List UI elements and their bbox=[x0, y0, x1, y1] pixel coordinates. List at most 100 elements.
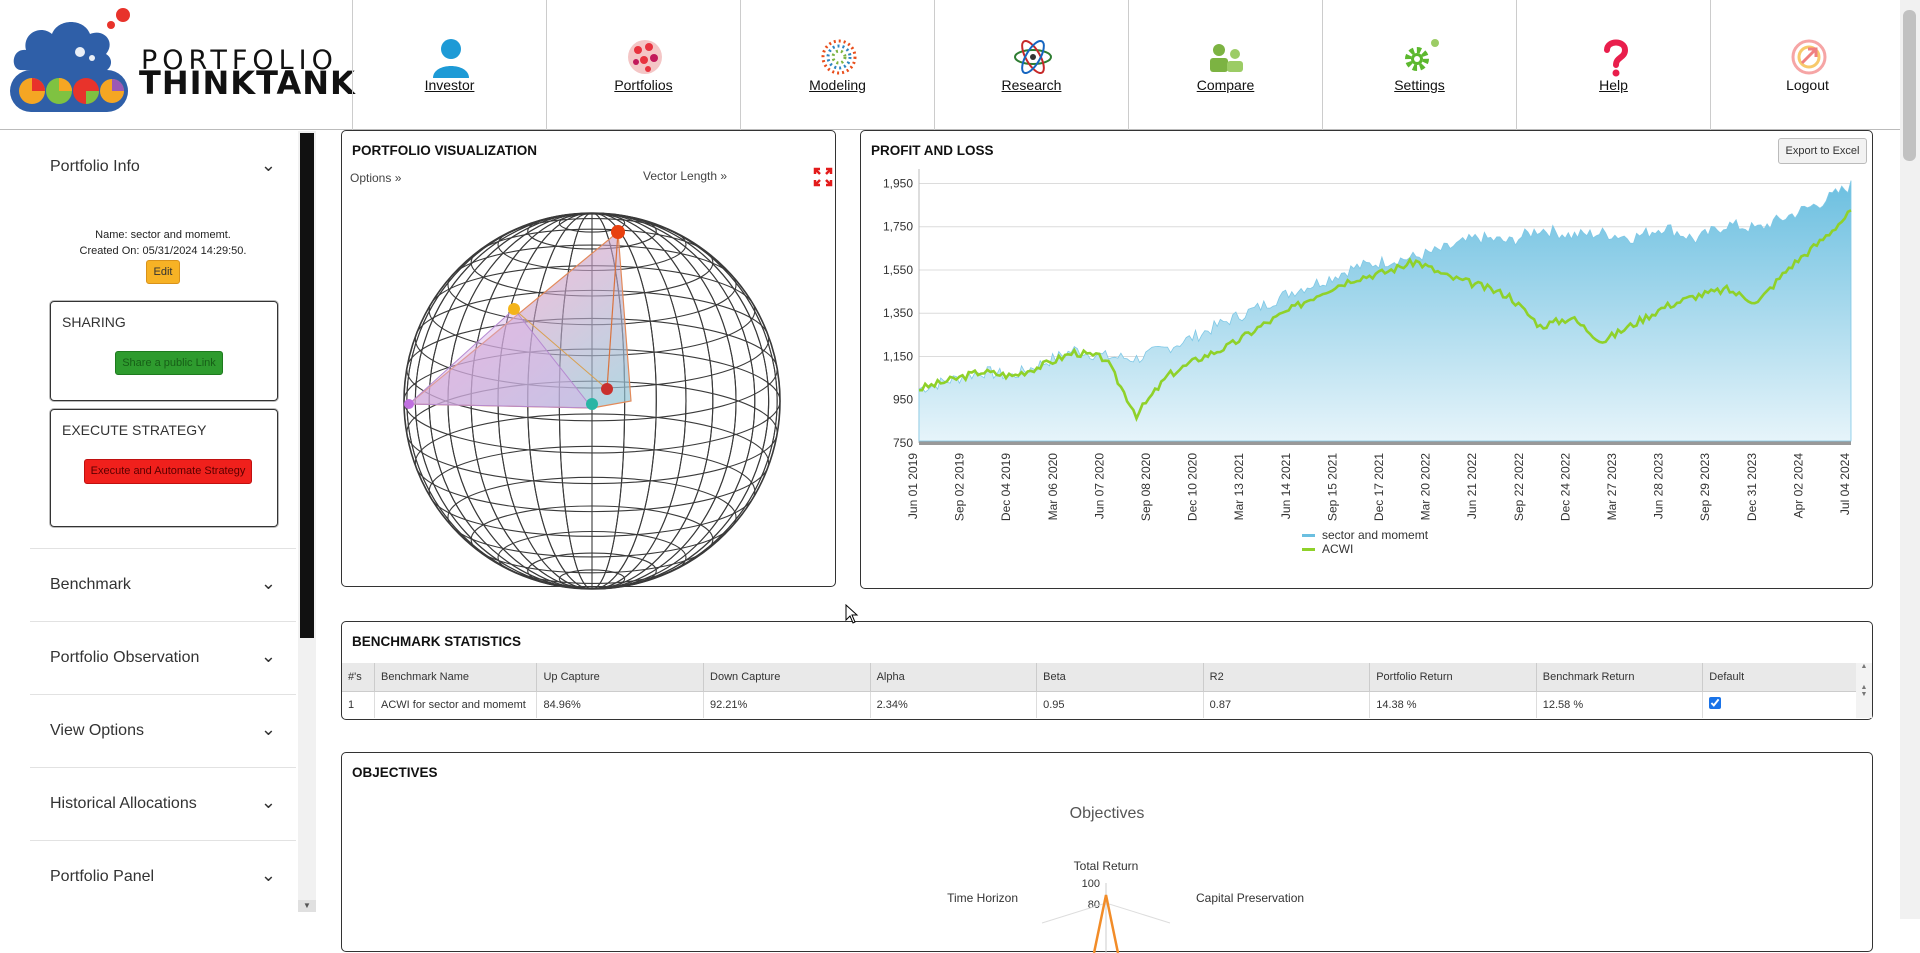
table-cell: 2.34% bbox=[870, 691, 1038, 718]
x-tick-label: Mar 13 2021 bbox=[1232, 453, 1246, 521]
y-tick-label: 1,750 bbox=[883, 220, 913, 234]
column-header[interactable]: Beta bbox=[1036, 663, 1204, 692]
axis-label-capital-preservation: Capital Preservation bbox=[1196, 891, 1304, 905]
sharing-title: SHARING bbox=[62, 314, 126, 330]
accordion-portfolio-observation[interactable]: Portfolio Observation ⌄ bbox=[30, 621, 296, 694]
nav-compare[interactable]: Compare bbox=[1128, 0, 1322, 130]
execute-strategy-button[interactable]: Execute and Automate Strategy bbox=[84, 459, 252, 484]
column-header[interactable]: Default bbox=[1702, 663, 1871, 692]
x-tick-label: Mar 06 2020 bbox=[1046, 453, 1060, 521]
x-tick-label: Dec 10 2020 bbox=[1186, 453, 1200, 521]
sidebar: Portfolio Info ⌄ Name: sector and momemt… bbox=[0, 131, 316, 919]
column-header[interactable]: Alpha bbox=[870, 663, 1038, 692]
compare-icon bbox=[1210, 44, 1243, 72]
edit-button[interactable]: Edit bbox=[146, 260, 180, 284]
nav-investor[interactable]: Investor bbox=[352, 0, 546, 130]
nav-research[interactable]: Research bbox=[934, 0, 1128, 130]
point-marker[interactable] bbox=[601, 383, 613, 395]
column-header[interactable]: Portfolio Return bbox=[1369, 663, 1537, 692]
sidebar-scroll-down-icon[interactable]: ▼ bbox=[298, 900, 316, 912]
portfolio-sphere[interactable] bbox=[402, 211, 782, 591]
brand-line-1: PORTFOLIO bbox=[141, 45, 338, 76]
x-tick-label: Dec 17 2021 bbox=[1372, 453, 1386, 521]
accordion-historical-allocations[interactable]: Historical Allocations ⌄ bbox=[30, 767, 296, 840]
table-row[interactable]: 1 ACWI for sector and momemt 84.96% 92.2… bbox=[342, 691, 1871, 718]
panel-title: PORTFOLIO VISUALIZATION bbox=[352, 143, 537, 158]
accordion-portfolio-info[interactable]: Portfolio Info ⌄ bbox=[30, 131, 296, 204]
top-header: PORTFOLIO THINKTANK Investor Portfolios … bbox=[0, 0, 1900, 130]
nav-label: Help bbox=[1599, 77, 1628, 93]
x-tick-label: Jun 01 2019 bbox=[906, 453, 920, 519]
accordion-label: View Options bbox=[50, 722, 144, 739]
legend-entry[interactable]: ACWI bbox=[1322, 542, 1353, 556]
page-scrollbar-track[interactable] bbox=[1900, 0, 1920, 919]
point-marker[interactable] bbox=[404, 399, 414, 409]
benchmark-statistics-panel: BENCHMARK STATISTICS #'s Benchmark Name … bbox=[341, 621, 1873, 720]
default-checkbox[interactable] bbox=[1709, 697, 1722, 710]
x-tick-label: Jul 04 2024 bbox=[1838, 453, 1852, 515]
column-header[interactable]: Up Capture bbox=[536, 663, 705, 692]
table-scrollbar[interactable]: ▲ ▲ ▼ bbox=[1856, 663, 1872, 718]
execute-strategy-card: EXECUTE STRATEGY Execute and Automate St… bbox=[50, 409, 278, 527]
column-header[interactable]: R2 bbox=[1203, 663, 1371, 692]
nav-label: Modeling bbox=[809, 77, 866, 93]
brand-line-2: THINKTANK bbox=[139, 64, 356, 102]
series-line-acwi[interactable] bbox=[919, 209, 1852, 422]
point-marker[interactable] bbox=[508, 303, 520, 315]
table-cell bbox=[1702, 691, 1871, 718]
column-header[interactable]: Benchmark Name bbox=[374, 663, 538, 692]
x-tick-label: Apr 02 2024 bbox=[1791, 453, 1805, 519]
logo[interactable]: PORTFOLIO THINKTANK bbox=[0, 0, 355, 130]
export-excel-button[interactable]: Export to Excel bbox=[1778, 138, 1867, 164]
nav-portfolios[interactable]: Portfolios bbox=[546, 0, 740, 130]
chevron-down-icon: ⌄ bbox=[260, 865, 276, 885]
x-tick-label: Sep 15 2021 bbox=[1325, 453, 1339, 521]
column-header[interactable]: Down Capture bbox=[703, 663, 871, 692]
accordion-portfolio-panel[interactable]: Portfolio Panel ⌄ bbox=[30, 840, 296, 913]
x-tick-label: Mar 20 2022 bbox=[1419, 453, 1433, 521]
profit-and-loss-panel: PROFIT AND LOSS Export to Excel 1,950 1,7… bbox=[860, 130, 1873, 589]
y-tick-label: 750 bbox=[893, 436, 913, 450]
series-area-portfolio[interactable] bbox=[918, 180, 1852, 442]
accordion-view-options[interactable]: View Options ⌄ bbox=[30, 694, 296, 767]
execute-title: EXECUTE STRATEGY bbox=[62, 422, 207, 438]
nav-label: Settings bbox=[1394, 77, 1445, 93]
nav-modeling[interactable]: Modeling bbox=[740, 0, 934, 130]
objectives-radar-chart: Total Return Time Horizon Capital Preser… bbox=[947, 859, 1304, 953]
nav-help[interactable]: Help bbox=[1516, 0, 1710, 130]
share-link-button[interactable]: Share a public Link bbox=[115, 351, 223, 375]
nav-logout[interactable]: Logout bbox=[1710, 0, 1904, 130]
nav-settings[interactable]: Settings bbox=[1322, 0, 1516, 130]
objectives-chart-title: Objectives bbox=[1069, 805, 1145, 822]
accordion-label: Portfolio Info bbox=[50, 158, 140, 175]
logout-icon bbox=[1791, 39, 1827, 75]
table-cell: 84.96% bbox=[536, 691, 705, 718]
legend-swatch bbox=[1302, 548, 1315, 551]
options-link[interactable]: Options » bbox=[350, 171, 402, 185]
vector-length-link[interactable]: Vector Length » bbox=[643, 169, 728, 183]
sharing-card: SHARING Share a public Link bbox=[50, 301, 278, 401]
nav-label: Research bbox=[1001, 77, 1062, 93]
page-scrollbar-thumb[interactable] bbox=[1903, 10, 1916, 161]
x-tick-label: Sep 02 2019 bbox=[953, 453, 967, 521]
table-cell: 1 bbox=[342, 691, 375, 718]
axis-label-time-horizon: Time Horizon bbox=[947, 891, 1018, 905]
table-header-row: #'s Benchmark Name Up Capture Down Captu… bbox=[342, 663, 1871, 692]
portfolio-created: Created On: 05/31/2024 14:29:50. bbox=[79, 245, 247, 257]
portfolio-name: Name: sector and momemt. bbox=[95, 229, 231, 241]
accordion-benchmark[interactable]: Benchmark ⌄ bbox=[30, 548, 296, 621]
column-header[interactable]: Benchmark Return bbox=[1536, 663, 1704, 692]
sidebar-scrollbar-thumb[interactable] bbox=[300, 133, 314, 638]
nav-label: Compare bbox=[1196, 77, 1255, 93]
accordion-label: Benchmark bbox=[50, 576, 131, 593]
benchmark-table: #'s Benchmark Name Up Capture Down Captu… bbox=[342, 663, 1871, 718]
column-header[interactable]: #'s bbox=[342, 663, 375, 692]
expand-icon[interactable] bbox=[813, 167, 833, 187]
atom-icon bbox=[1014, 40, 1052, 74]
point-marker[interactable] bbox=[586, 398, 598, 410]
accordion-label: Portfolio Panel bbox=[50, 868, 155, 885]
point-marker[interactable] bbox=[611, 225, 625, 239]
panel-title: OBJECTIVES bbox=[352, 765, 438, 780]
axis-label-total-return: Total Return bbox=[1074, 859, 1139, 873]
legend-entry[interactable]: sector and momemt bbox=[1322, 528, 1429, 542]
